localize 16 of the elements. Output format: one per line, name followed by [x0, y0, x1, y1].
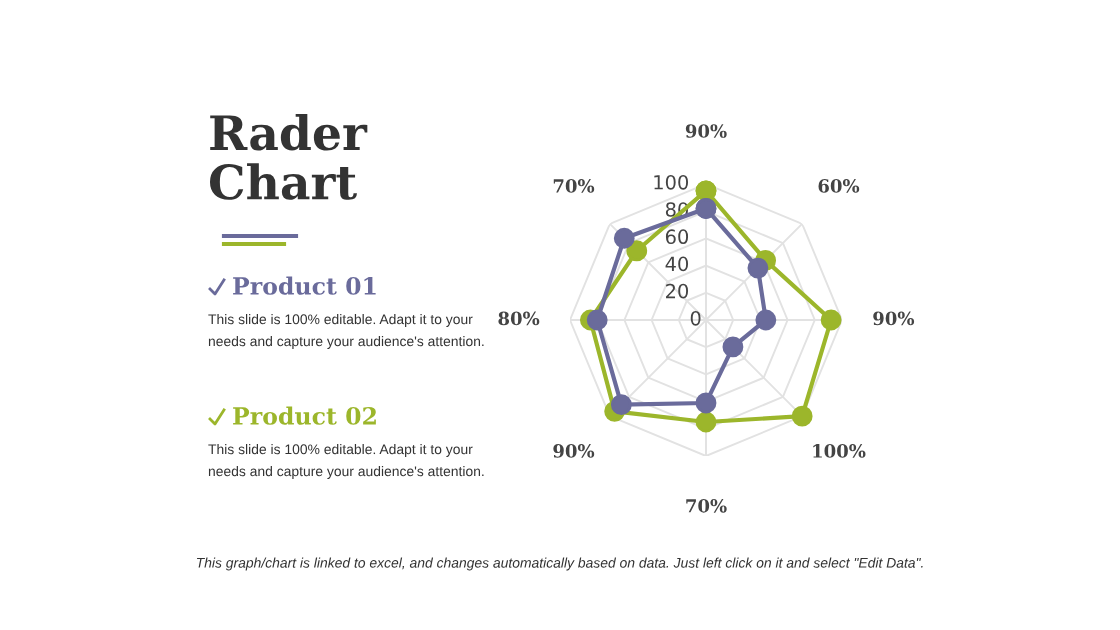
spoke-label: 70% — [553, 179, 595, 193]
spoke-label: 70% — [686, 498, 727, 513]
chart-title: Rader Chart — [209, 114, 368, 200]
y-tick-label: 100 — [654, 174, 689, 190]
legend-label: Product 01 — [233, 276, 376, 295]
spoke-label: 90% — [685, 124, 727, 138]
y-tick-label: 0 — [690, 310, 701, 326]
spoke-label: 90% — [553, 444, 595, 458]
y-tick-label: 60 — [665, 229, 689, 245]
y-tick-label: 20 — [666, 283, 689, 299]
spoke-label: 100% — [813, 444, 866, 458]
spoke-label: 90% — [873, 311, 915, 326]
spoke-label: 80% — [498, 311, 540, 326]
y-tick-label: 40 — [665, 256, 689, 272]
legend-label: Product 02 — [233, 406, 376, 425]
spoke-label: 60% — [818, 179, 860, 193]
